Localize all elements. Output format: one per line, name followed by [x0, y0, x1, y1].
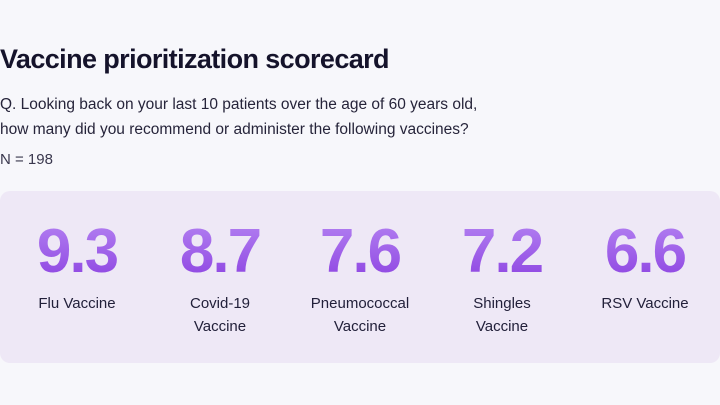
score-item: 6.6 RSV Vaccine [575, 191, 715, 363]
score-label-line: Vaccine [333, 318, 387, 335]
score-label: Pneumococcal Vaccine [290, 292, 430, 338]
score-value: 8.7 [150, 217, 290, 287]
score-label-line: Vaccine [193, 318, 247, 335]
score-item: 9.3 Flu Vaccine [7, 191, 147, 363]
score-label-line: Pneumococcal [310, 295, 410, 312]
score-label: RSV Vaccine [575, 292, 715, 315]
score-item: 7.6 Pneumococcal Vaccine [290, 191, 430, 363]
page-title: Vaccine prioritization scorecard [0, 44, 390, 74]
scorecard-panel: 9.3 Flu Vaccine 8.7 Covid-19 Vaccine 7.6 Pneum… [0, 191, 720, 363]
score-label-line: Covid-19 [189, 295, 251, 312]
score-label: Flu Vaccine [7, 292, 147, 315]
score-label-line: Vaccine [475, 318, 529, 335]
score-label: Covid-19 Vaccine [150, 292, 290, 338]
score-item: 7.2 Shingles Vaccine [432, 191, 572, 363]
survey-question-line-1: Q. Looking back on your last 10 patients… [0, 96, 478, 113]
score-label-line: RSV Vaccine [601, 295, 689, 312]
score-value: 9.3 [7, 217, 147, 287]
score-label: Shingles Vaccine [432, 292, 572, 338]
score-value: 7.6 [290, 217, 430, 287]
score-value: 6.6 [575, 217, 715, 287]
score-value: 7.2 [432, 217, 572, 287]
survey-question: Q. Looking back on your last 10 patients… [0, 92, 520, 142]
score-label-line: Shingles [473, 295, 531, 312]
survey-question-line-2: how many did you recommend or administer… [0, 121, 469, 138]
sample-size: N = 198 [0, 151, 53, 168]
score-label-line: Flu Vaccine [38, 295, 116, 312]
score-item: 8.7 Covid-19 Vaccine [150, 191, 290, 363]
